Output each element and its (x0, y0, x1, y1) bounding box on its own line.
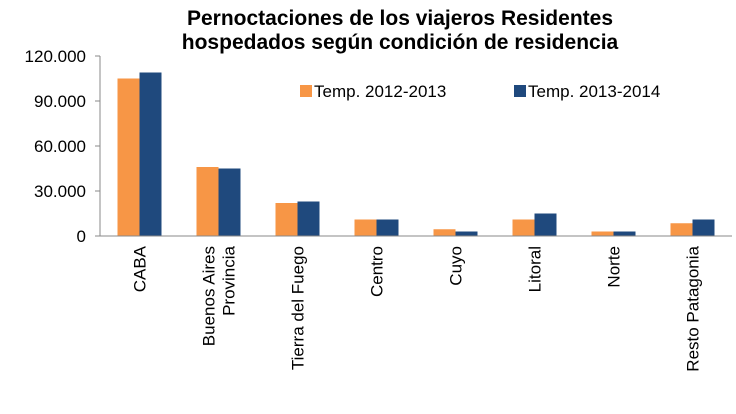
legend-label: Temp. 2012-2013 (314, 82, 446, 101)
x-tick-label: Norte (605, 246, 624, 288)
bar (455, 231, 478, 236)
legend-swatch (514, 85, 526, 97)
x-tick-label: Tierra del Fuego (289, 246, 308, 370)
bar (692, 219, 715, 236)
x-tick-label: Buenos AiresProvincia (200, 245, 239, 346)
bar (613, 231, 636, 236)
y-tick-label: 120.000 (25, 47, 86, 66)
bar (196, 167, 219, 236)
bar (275, 203, 298, 236)
bar (218, 168, 241, 236)
y-tick-label: 60.000 (34, 137, 86, 156)
bar (117, 78, 140, 236)
x-tick-label: CABA (131, 245, 150, 292)
legend-label: Temp. 2013-2014 (528, 82, 660, 101)
bar (433, 229, 456, 236)
bar (354, 219, 377, 236)
legend-swatch (300, 85, 312, 97)
bar (512, 219, 535, 236)
bar (376, 219, 399, 236)
y-tick-label: 90.000 (34, 92, 86, 111)
y-tick-label: 0 (77, 227, 86, 246)
x-tick-label: Litoral (526, 246, 545, 292)
chart-title: Pernoctaciones de los viajeros Residente… (182, 7, 619, 54)
y-tick-label: 30.000 (34, 182, 86, 201)
bar (297, 201, 320, 236)
x-tick-label: Cuyo (447, 246, 466, 286)
bar (591, 231, 614, 236)
bar (139, 72, 162, 236)
x-tick-label: Resto Patagonia (684, 245, 703, 371)
bar (670, 223, 693, 236)
x-tick-label: Centro (368, 246, 387, 297)
bar (534, 213, 557, 236)
